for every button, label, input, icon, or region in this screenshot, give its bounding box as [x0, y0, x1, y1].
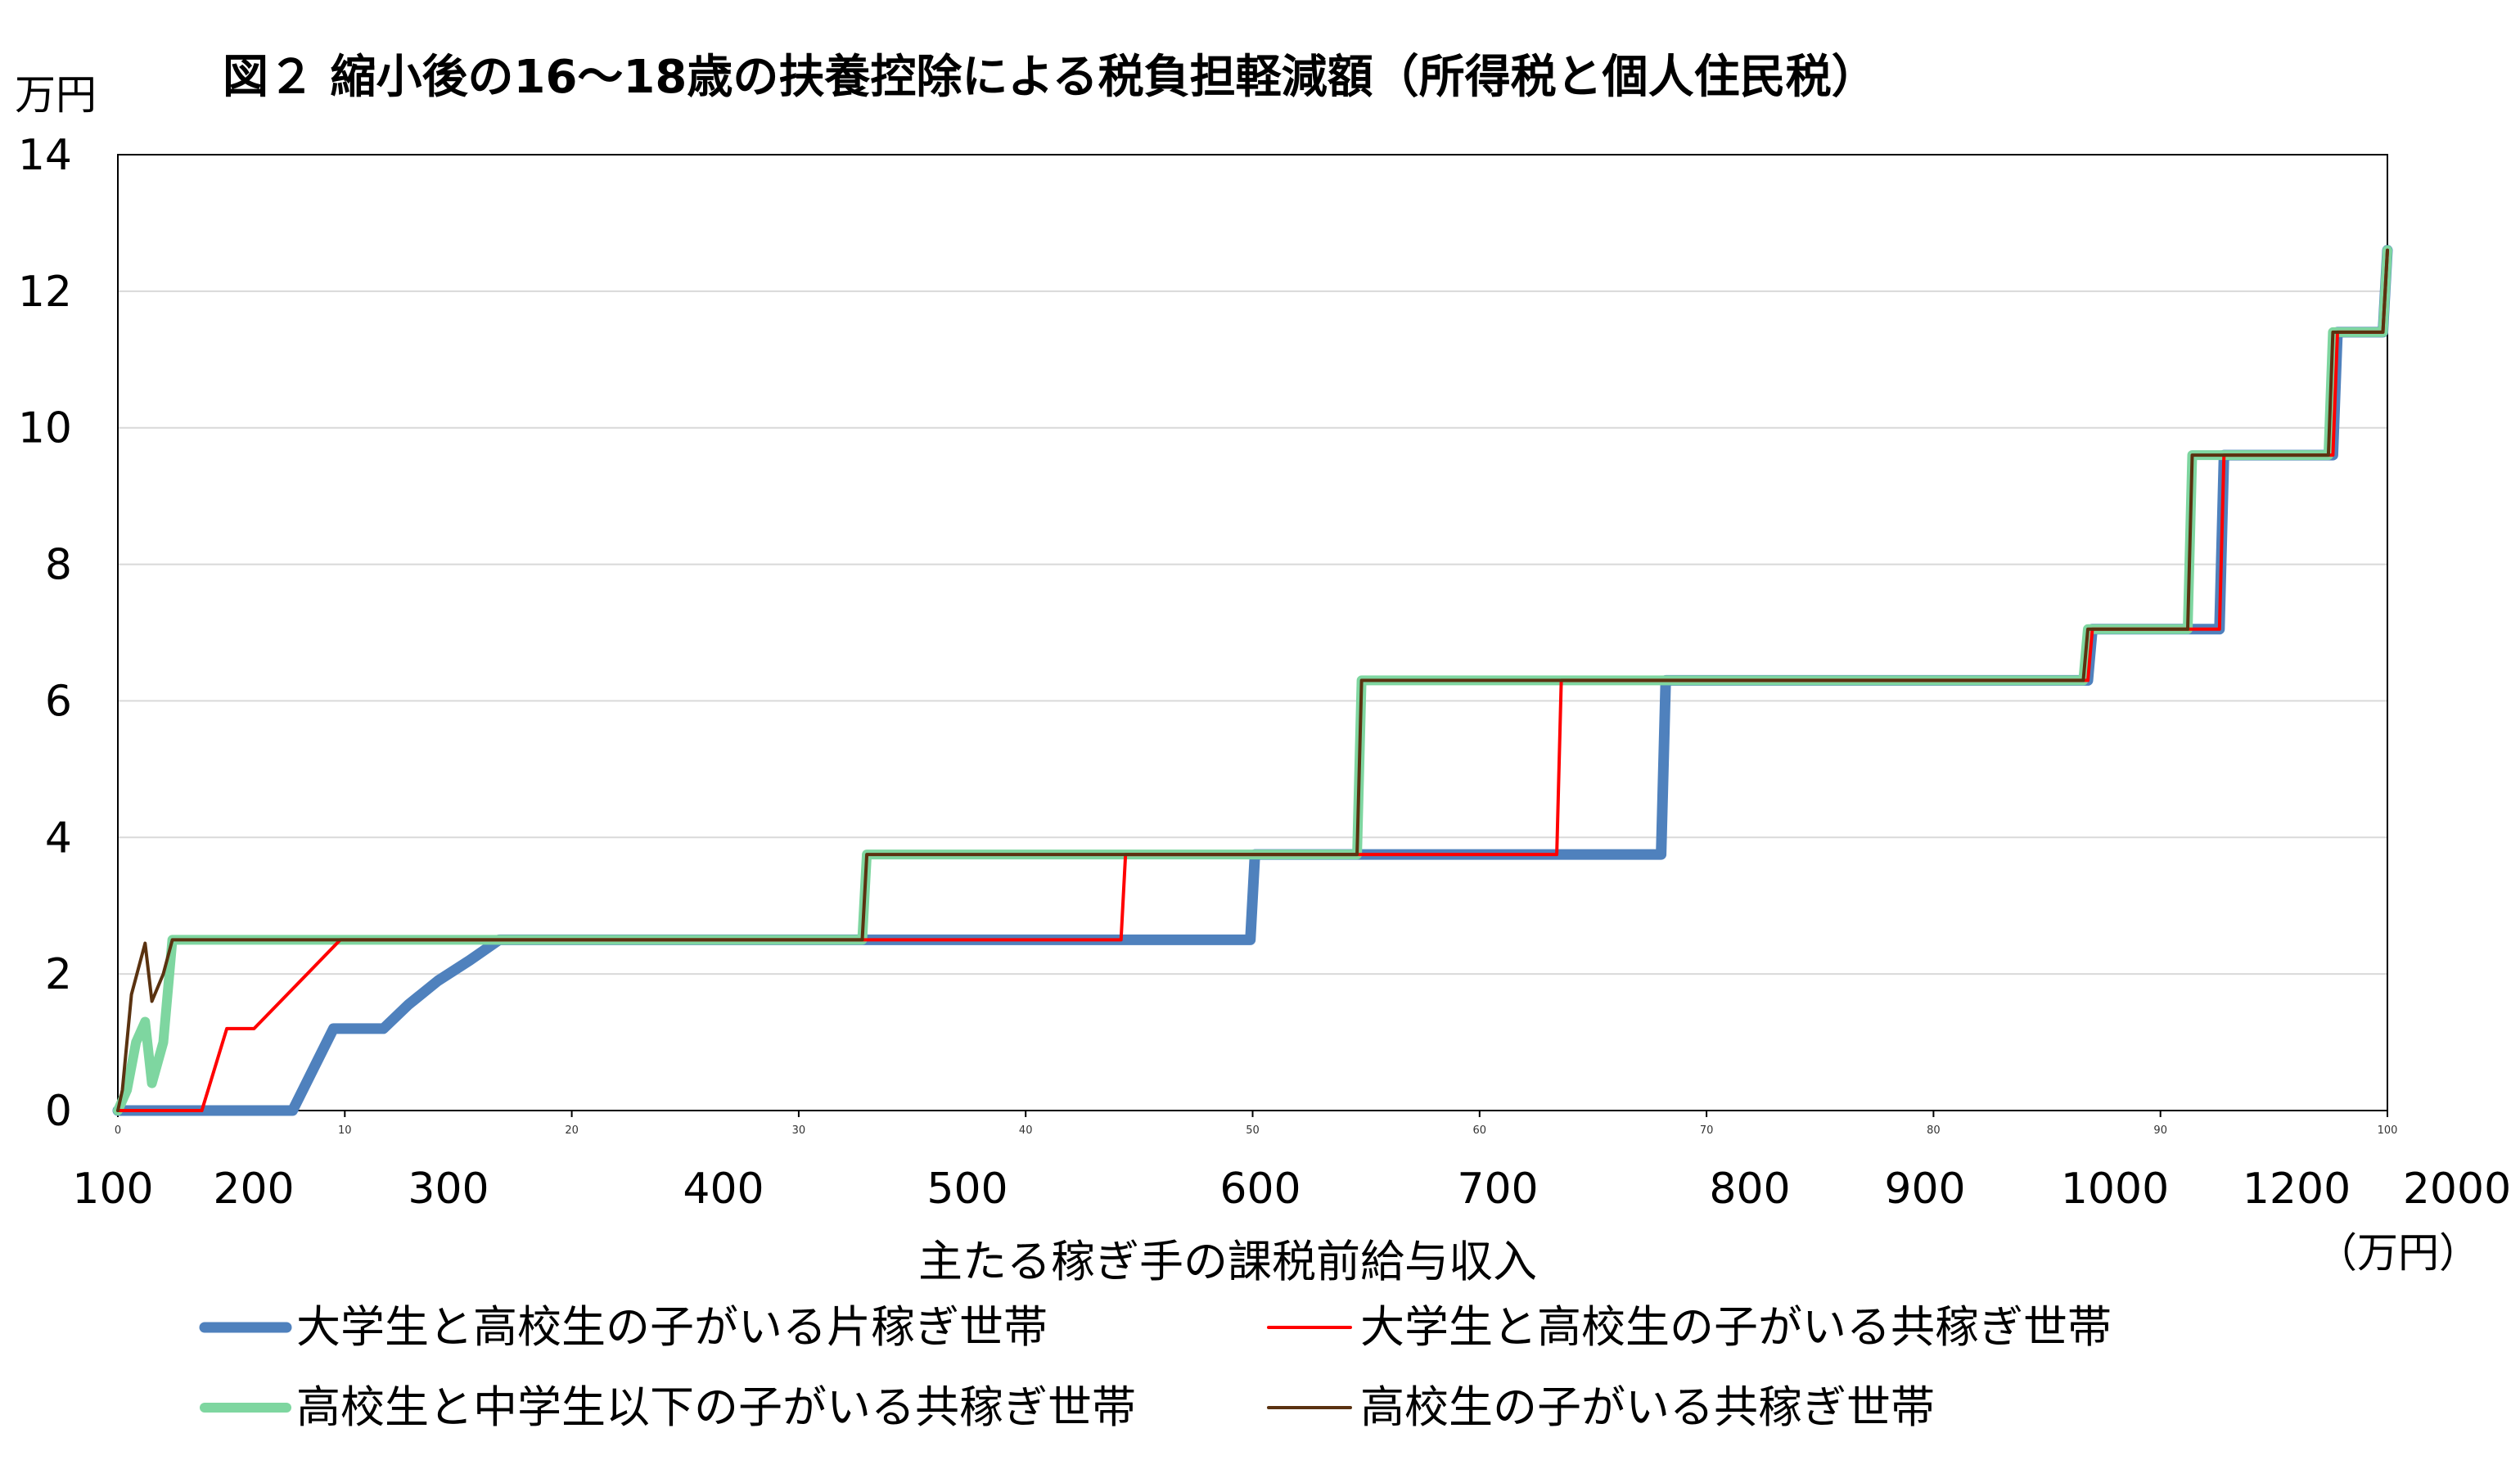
x-tick-label: 100: [72, 1165, 153, 1214]
y-axis-ticks: 0 2 4 6 8 10 12 14: [18, 131, 72, 1136]
gridlines: [118, 290, 2387, 976]
chart-title: 図２ 縮小後の16～18歳の扶養控除による税負担軽減額（所得税と個人住民税）: [223, 51, 1878, 104]
y-tick-label: 8: [45, 541, 72, 590]
series-line-3: [116, 248, 2389, 1112]
plot-frame: [117, 154, 2388, 1111]
legend-label: 大学生と高校生の子がいる共稼ぎ世帯: [1360, 1301, 2112, 1353]
y-tick-label: 2: [45, 950, 72, 999]
x-tick-label: 1200: [2243, 1165, 2351, 1214]
legend-label: 高校生と中学生以下の子がいる共稼ぎ世帯: [296, 1381, 1136, 1433]
x-tick-label: 500: [926, 1165, 1008, 1214]
x-axis-ticks: 100 200 300 400 500 600 700 800 900 1000 1200 2000: [72, 1165, 2511, 1214]
y-tick-label: 10: [18, 404, 72, 453]
x-minor-tick-label: 20: [565, 1124, 579, 1137]
x-minor-tick-label: 0: [115, 1124, 121, 1137]
legend-label: 大学生と高校生の子がいる片稼ぎ世帯: [296, 1301, 1048, 1353]
y-tick-label: 14: [18, 131, 72, 180]
x-minor-tick-label: 90: [2153, 1124, 2167, 1137]
x-minor-tick-label: 60: [1473, 1124, 1487, 1137]
x-minor-tick-label: 50: [1246, 1124, 1260, 1137]
series-lines: [112, 245, 2393, 1116]
x-tick-label: 800: [1709, 1165, 1790, 1214]
x-minor-tick-label: 100: [2378, 1124, 2398, 1137]
legend: 大学生と高校生の子がいる片稼ぎ世帯 大学生と高校生の子がいる共稼ぎ世帯高校生と中学…: [199, 1301, 2112, 1433]
x-minor-tick-label: 80: [1927, 1124, 1941, 1137]
y-tick-label: 6: [45, 677, 72, 726]
x-tick-label: 700: [1457, 1165, 1538, 1214]
x-tick-label: 300: [408, 1165, 489, 1214]
x-tick-label: 400: [683, 1165, 764, 1214]
x-tick-label: 1000: [2061, 1165, 2169, 1214]
x-minor-tick-label: 30: [792, 1124, 806, 1137]
legend-label: 高校生の子がいる共稼ぎ世帯: [1360, 1381, 1935, 1433]
y-tick-label: 4: [45, 813, 72, 863]
x-minor-tick-label: 70: [1700, 1124, 1714, 1137]
y-tick-label: 0: [45, 1087, 72, 1136]
x-tick-label: 900: [1884, 1165, 1965, 1214]
x-minor-tick-label: 40: [1019, 1124, 1033, 1137]
x-minor-tick-label: 10: [338, 1124, 352, 1137]
x-tick-label: 2000: [2403, 1165, 2511, 1214]
x-axis-minor-ticks: 0 10 20 30 40 50 60 70 80 90 100: [115, 1111, 2398, 1137]
series-line-1: [116, 248, 2389, 1112]
y-axis-unit: 万円: [15, 71, 97, 119]
y-tick-label: 12: [18, 268, 72, 317]
x-tick-label: 600: [1219, 1165, 1301, 1214]
x-tick-label: 200: [213, 1165, 294, 1214]
x-axis-unit: （万円）: [2316, 1229, 2480, 1277]
x-axis-label: 主たる稼ぎ手の課税前給与収入: [918, 1236, 1537, 1287]
